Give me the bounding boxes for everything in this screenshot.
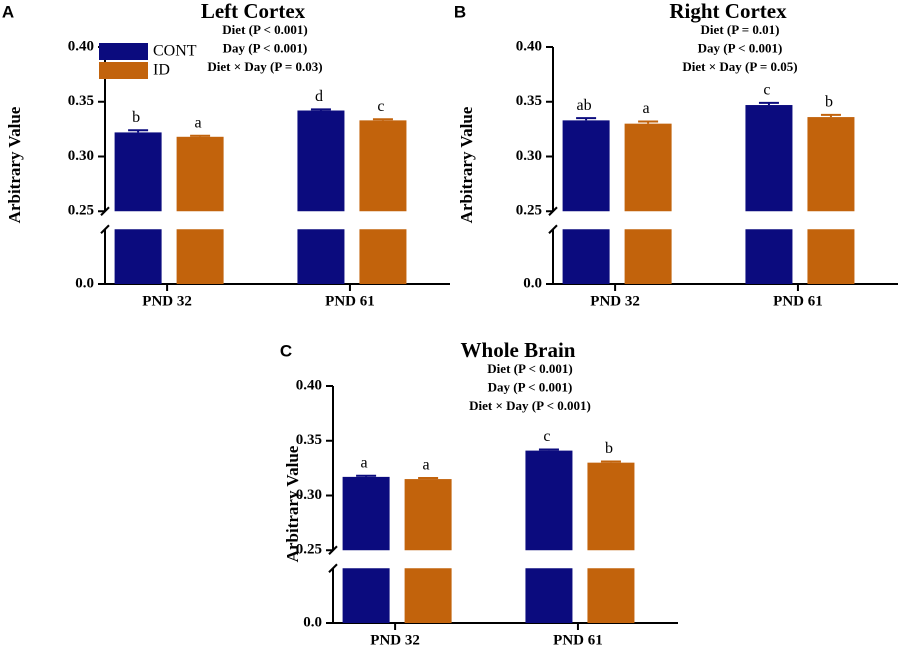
y-tick-label: 0.35 — [516, 93, 542, 109]
x-tick-label: PND 61 — [773, 293, 823, 309]
bar — [342, 476, 390, 551]
significance-letter: b — [132, 109, 140, 126]
y-axis-label: Arbitrary Value — [5, 106, 24, 223]
y-tick-label: 0.25 — [516, 203, 542, 219]
bar-base — [404, 568, 452, 623]
chart-title: Left Cortex — [201, 0, 306, 23]
bar — [114, 132, 162, 212]
y-tick-label: 0.0 — [303, 614, 322, 630]
y-tick-label: 0.30 — [68, 148, 94, 164]
annotation: Diet (P < 0.001) — [222, 22, 307, 37]
significance-letter: ab — [577, 97, 592, 114]
annotation: Diet × Day (P < 0.001) — [469, 398, 591, 413]
y-tick-label: 0.25 — [296, 542, 322, 558]
significance-letter: c — [543, 428, 550, 445]
y-tick-label: 0.35 — [296, 432, 322, 448]
annotation: Diet × Day (P = 0.05) — [682, 59, 797, 74]
x-tick-label: PND 32 — [370, 632, 420, 648]
bar-base — [176, 229, 224, 284]
significance-letter: c — [377, 98, 384, 115]
bar — [587, 462, 635, 551]
significance-letter: c — [763, 82, 770, 99]
annotation: Diet × Day (P = 0.03) — [207, 59, 322, 74]
y-tick-label: 0.35 — [68, 93, 94, 109]
panel-label: B — [454, 2, 466, 21]
bar-base — [297, 229, 345, 284]
y-tick-label: 0.0 — [75, 275, 94, 291]
bar — [176, 136, 224, 212]
significance-letter: a — [361, 454, 368, 471]
y-tick-label: 0.0 — [523, 275, 542, 291]
bar — [359, 120, 407, 212]
significance-letter: a — [643, 100, 650, 117]
annotation: Diet (P < 0.001) — [487, 361, 572, 376]
bar-base — [807, 229, 855, 284]
legend-label: ID — [153, 62, 170, 79]
axis-break — [100, 224, 110, 234]
panel-label: C — [280, 341, 292, 360]
bar — [297, 110, 345, 212]
y-tick-label: 0.25 — [68, 203, 94, 219]
y-tick-label: 0.30 — [296, 487, 322, 503]
bar — [562, 120, 610, 212]
y-axis-label: Arbitrary Value — [457, 106, 476, 223]
x-tick-label: PND 61 — [553, 632, 603, 648]
y-tick-label: 0.40 — [296, 377, 322, 393]
bar-base — [562, 229, 610, 284]
legend-swatch — [99, 62, 148, 79]
y-axis-label: Arbitrary Value — [283, 445, 302, 562]
bar — [404, 479, 452, 551]
bar — [624, 123, 672, 212]
bar-base — [359, 229, 407, 284]
chart-title: Right Cortex — [669, 0, 787, 23]
y-tick-label: 0.30 — [516, 148, 542, 164]
y-tick-label: 0.40 — [68, 38, 94, 54]
panel-label: A — [2, 2, 14, 21]
y-tick-label: 0.40 — [516, 38, 542, 54]
annotation: Day (P < 0.001) — [698, 40, 783, 55]
annotation: Day (P < 0.001) — [223, 40, 308, 55]
x-tick-label: PND 32 — [142, 293, 192, 309]
annotation: Diet (P = 0.01) — [701, 22, 780, 37]
significance-letter: a — [423, 457, 430, 474]
bar-base — [745, 229, 793, 284]
annotation: Day (P < 0.001) — [488, 379, 573, 394]
legend-swatch — [99, 43, 148, 60]
bar — [745, 105, 793, 212]
significance-letter: b — [605, 440, 613, 457]
axis-break — [328, 563, 338, 573]
axis-break — [548, 224, 558, 234]
significance-letter: a — [195, 114, 202, 131]
x-tick-label: PND 61 — [325, 293, 375, 309]
bar-base — [587, 568, 635, 623]
legend-label: CONT — [153, 43, 197, 60]
chart-title: Whole Brain — [461, 338, 576, 362]
bar-base — [342, 568, 390, 623]
bar-base — [525, 568, 573, 623]
significance-letter: d — [315, 88, 323, 105]
bar-base — [114, 229, 162, 284]
bar-base — [624, 229, 672, 284]
x-tick-label: PND 32 — [590, 293, 640, 309]
significance-letter: b — [825, 94, 833, 111]
bar — [807, 117, 855, 212]
bar — [525, 450, 573, 551]
